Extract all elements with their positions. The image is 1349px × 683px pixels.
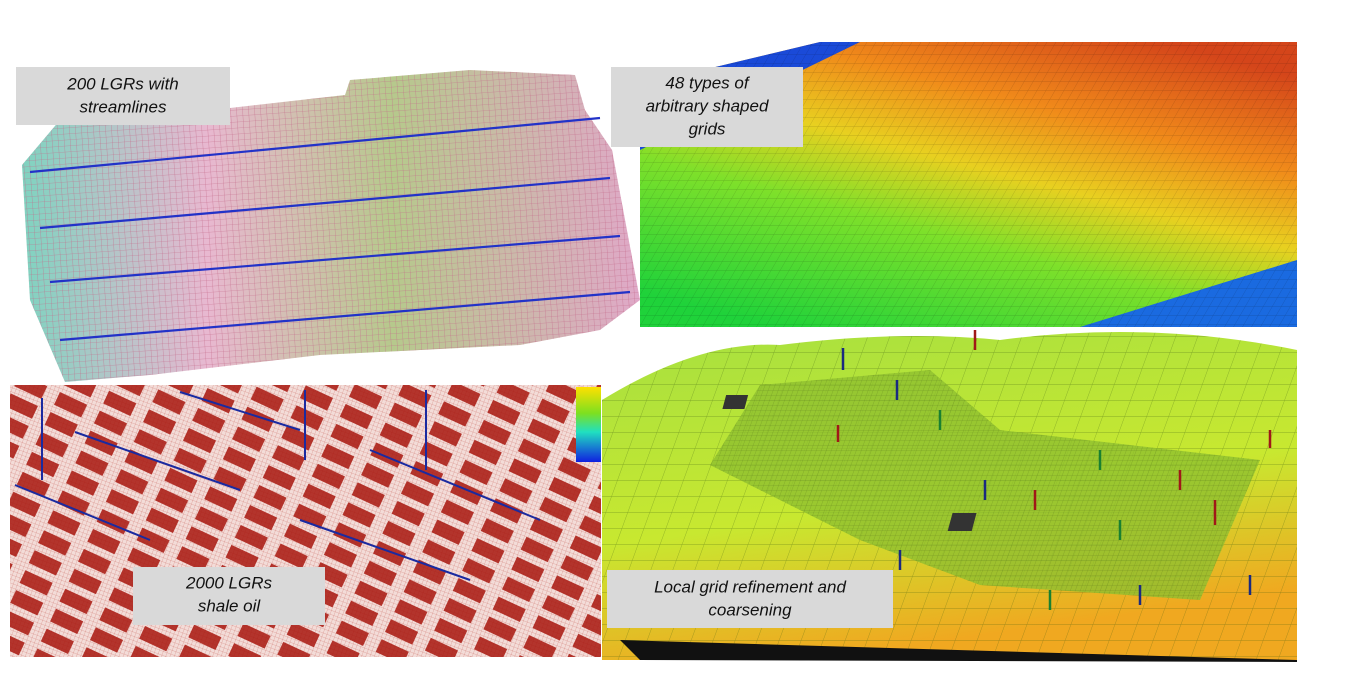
caption-line: coarsening bbox=[708, 600, 792, 619]
caption-box: 200 LGRs with streamlines bbox=[16, 67, 230, 125]
caption-box: 2000 LGRs shale oil bbox=[133, 567, 325, 625]
caption-line: 48 types of bbox=[665, 73, 750, 92]
caption-line: streamlines bbox=[80, 97, 167, 116]
caption-line: grids bbox=[689, 119, 726, 138]
caption-line: arbitrary shaped bbox=[646, 96, 769, 115]
streamline-panel bbox=[22, 70, 640, 382]
caption-line: shale oil bbox=[198, 596, 262, 615]
caption-line: 2000 LGRs bbox=[185, 573, 272, 592]
caption-box: Local grid refinement and coarsening bbox=[607, 570, 893, 628]
caption-box: 48 types of arbitrary shaped grids bbox=[611, 67, 803, 147]
caption-line: Local grid refinement and bbox=[654, 577, 846, 596]
caption-line: 200 LGRs with bbox=[66, 74, 179, 93]
